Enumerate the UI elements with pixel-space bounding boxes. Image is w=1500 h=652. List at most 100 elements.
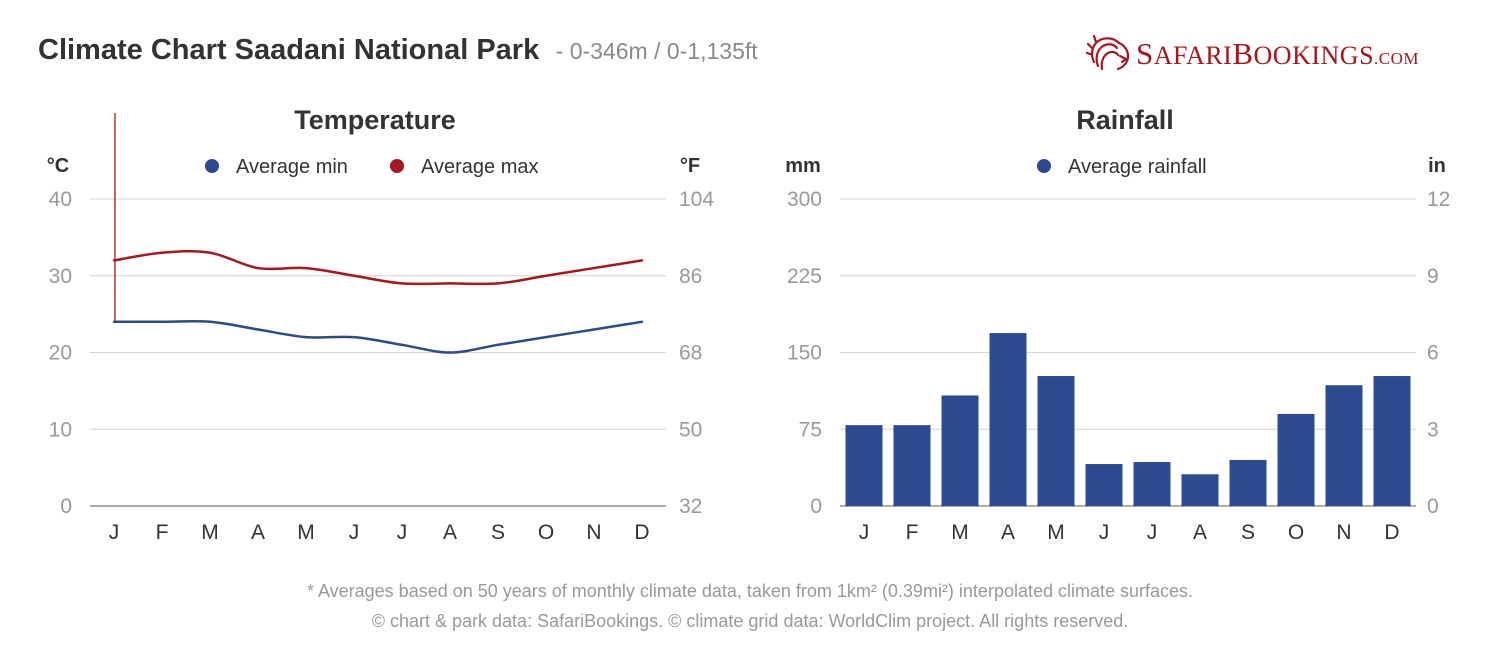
y-tick-label-left: 75: [799, 418, 822, 441]
rainfall-bar: [1229, 459, 1267, 506]
x-tick-label: M: [1047, 521, 1065, 544]
rainfall-chart: Rainfall mm in 0 0 75 3 150 6 225 9 300 12 J F M A M J J A S O…: [785, 105, 1450, 544]
average-max-point: [544, 274, 548, 277]
average-max-point: [112, 259, 116, 262]
y-tick-label-left: 225: [787, 265, 822, 288]
rainfall-bar: [1133, 461, 1171, 506]
page-subtitle: - 0-346m / 0-1,135ft: [555, 38, 758, 64]
x-tick-label: J: [349, 521, 360, 544]
x-tick-label: D: [1384, 521, 1399, 544]
rainfall-bar: [941, 395, 979, 506]
y-tick-label-left: 40: [49, 188, 72, 211]
y-tick-label-left: 20: [49, 342, 72, 365]
y-tick-label-right: 50: [679, 418, 702, 441]
x-tick-label: J: [1147, 521, 1158, 544]
x-tick-label: N: [1336, 521, 1351, 544]
x-tick-label: S: [1241, 521, 1255, 544]
average-max-point: [400, 282, 404, 285]
average-max-point: [640, 259, 644, 262]
average-min-point: [592, 328, 596, 331]
rainfall-bar: [893, 425, 931, 506]
y-tick-label-right: 68: [679, 342, 702, 365]
average-max-point: [160, 251, 164, 254]
average-max-point: [496, 282, 500, 285]
x-tick-label: M: [297, 521, 315, 544]
x-tick-label: J: [397, 521, 408, 544]
average-max-legend-label: Average max: [421, 156, 538, 178]
y-axis-unit-left: mm: [785, 155, 821, 177]
average-max-point: [352, 274, 356, 277]
average-min-point: [400, 343, 404, 347]
average-min-point: [496, 343, 500, 347]
average-min-point: [208, 320, 212, 323]
y-tick-label-right: 12: [1427, 188, 1450, 211]
x-tick-label: M: [951, 521, 969, 544]
chart-title: Temperature: [294, 105, 456, 135]
average-rainfall-legend-marker: [1037, 159, 1051, 173]
x-tick-label: M: [201, 521, 219, 544]
y-tick-label-left: 300: [787, 188, 822, 211]
x-tick-label: A: [251, 521, 265, 544]
rainfall-bar: [1373, 376, 1411, 506]
x-tick-label: D: [634, 521, 649, 544]
average-max-point: [208, 251, 212, 254]
x-tick-label: A: [1001, 521, 1015, 544]
average-min-point: [256, 328, 260, 331]
x-tick-label: N: [586, 521, 601, 544]
x-tick-label: J: [1099, 521, 1110, 544]
y-tick-label-right: 3: [1427, 418, 1439, 441]
average-min-point: [160, 320, 164, 323]
y-tick-label-left: 30: [49, 265, 72, 288]
average-min-line: [113, 319, 643, 354]
lion-logo-icon: [1086, 34, 1130, 71]
average-max-point: [256, 266, 260, 270]
y-axis-unit-left: °C: [47, 155, 69, 177]
average-min-point: [112, 320, 116, 323]
y-axis-unit-right: in: [1428, 155, 1446, 177]
logo-wordmark: SAFARIBOOKINGS.COM: [1136, 36, 1420, 71]
x-tick-label: F: [156, 521, 169, 544]
rainfall-bar: [1277, 413, 1315, 506]
x-tick-label: F: [906, 521, 919, 544]
average-min-point: [640, 320, 644, 323]
rainfall-bar: [1325, 385, 1363, 506]
page-title: Climate Chart Saadani National Park: [38, 34, 540, 66]
rainfall-bar: [1181, 474, 1219, 506]
chart-header: Climate Chart Saadani National Park - 0-…: [38, 34, 758, 67]
y-axis-unit-right: °F: [680, 155, 700, 177]
x-tick-label: O: [1288, 521, 1304, 544]
y-tick-label-right: 104: [679, 188, 714, 211]
x-tick-label: S: [491, 521, 505, 544]
average-max-line: [113, 250, 643, 286]
average-max-point: [448, 282, 452, 285]
x-tick-label: A: [443, 521, 457, 544]
average-max-point: [592, 266, 596, 270]
average-rainfall-legend-label: Average rainfall: [1068, 156, 1207, 178]
rainfall-bar: [1037, 376, 1075, 506]
average-max-legend-marker: [390, 159, 404, 173]
average-min-point: [544, 335, 548, 339]
x-tick-label: O: [538, 521, 554, 544]
x-tick-label: J: [859, 521, 870, 544]
rainfall-bar: [1085, 464, 1123, 506]
rainfall-bar: [989, 333, 1027, 506]
y-tick-label-right: 0: [1427, 495, 1439, 518]
y-tick-label-left: 0: [60, 495, 72, 518]
average-min-point: [352, 335, 356, 339]
average-min-legend-label: Average min: [236, 156, 348, 178]
x-tick-label: J: [109, 521, 120, 544]
y-tick-label-left: 150: [787, 342, 822, 365]
footnote-copyright: © chart & park data: SafariBookings. © c…: [371, 611, 1129, 631]
footnote-averages: * Averages based on 50 years of monthly …: [306, 581, 1194, 601]
average-min-point: [304, 335, 308, 339]
average-max-point: [304, 266, 308, 270]
rainfall-bar: [845, 425, 883, 506]
chart-title: Rainfall: [1076, 105, 1174, 135]
y-tick-label-left: 10: [49, 418, 72, 441]
average-min-legend-marker: [205, 159, 219, 173]
temperature-chart: Temperature °C °F 0 32 10 50 20 68 30 86 40 104 J F M A M…: [47, 105, 715, 544]
y-tick-label-left: 0: [810, 495, 822, 518]
y-tick-label-right: 32: [679, 495, 702, 518]
average-min-point: [448, 351, 452, 354]
y-tick-label-right: 86: [679, 265, 702, 288]
